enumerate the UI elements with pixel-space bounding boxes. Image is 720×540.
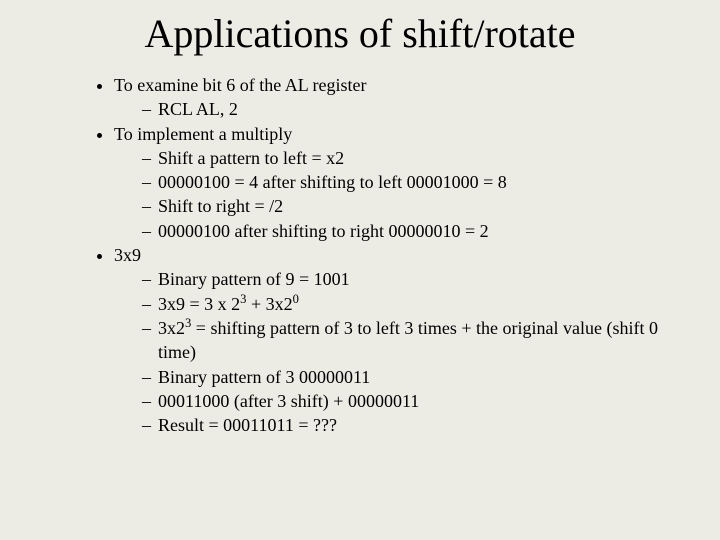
sub-item: 00000100 after shifting to right 0000001… [142, 219, 680, 243]
sub-item: 00011000 (after 3 shift) + 00000011 [142, 389, 680, 413]
sub-item: RCL AL, 2 [142, 97, 680, 121]
bullet-item: 3x9 Binary pattern of 9 = 1001 3x9 = 3 x… [114, 243, 680, 437]
sub-item: Binary pattern of 9 = 1001 [142, 267, 680, 291]
sub-item: 3x23 = shifting pattern of 3 to left 3 t… [142, 316, 680, 365]
sub-text: RCL AL, 2 [158, 99, 238, 119]
sub-text: 00011000 (after 3 shift) + 00000011 [158, 391, 419, 411]
slide: Applications of shift/rotate To examine … [0, 0, 720, 540]
sub-item: 3x9 = 3 x 23 + 3x20 [142, 292, 680, 316]
sub-text: Shift a pattern to left = x2 [158, 148, 344, 168]
sub-item: Binary pattern of 3 00000011 [142, 365, 680, 389]
sub-list: Shift a pattern to left = x2 00000100 = … [114, 146, 680, 243]
bullet-text: To implement a multiply [114, 124, 292, 144]
bullet-list: To examine bit 6 of the AL register RCL … [40, 73, 680, 437]
sub-text: + 3x2 [246, 294, 292, 314]
sub-item: Shift a pattern to left = x2 [142, 146, 680, 170]
bullet-item: To examine bit 6 of the AL register RCL … [114, 73, 680, 122]
sub-text: = shifting pattern of 3 to left 3 times … [158, 318, 658, 362]
sub-item: 00000100 = 4 after shifting to left 0000… [142, 170, 680, 194]
sub-text: 00000100 after shifting to right 0000001… [158, 221, 489, 241]
superscript: 0 [293, 292, 299, 306]
sub-list: RCL AL, 2 [114, 97, 680, 121]
sub-text: Binary pattern of 3 00000011 [158, 367, 370, 387]
bullet-text: 3x9 [114, 245, 141, 265]
sub-text: 3x9 = 3 x 2 [158, 294, 240, 314]
bullet-text: To examine bit 6 of the AL register [114, 75, 367, 95]
bullet-item: To implement a multiply Shift a pattern … [114, 122, 680, 243]
sub-text: Shift to right = /2 [158, 196, 283, 216]
sub-text: Binary pattern of 9 = 1001 [158, 269, 350, 289]
sub-text: Result = 00011011 = ??? [158, 415, 337, 435]
sub-item: Result = 00011011 = ??? [142, 413, 680, 437]
sub-text: 3x2 [158, 318, 185, 338]
sub-item: Shift to right = /2 [142, 194, 680, 218]
sub-text: 00000100 = 4 after shifting to left 0000… [158, 172, 507, 192]
slide-title: Applications of shift/rotate [40, 10, 680, 57]
sub-list: Binary pattern of 9 = 1001 3x9 = 3 x 23 … [114, 267, 680, 437]
